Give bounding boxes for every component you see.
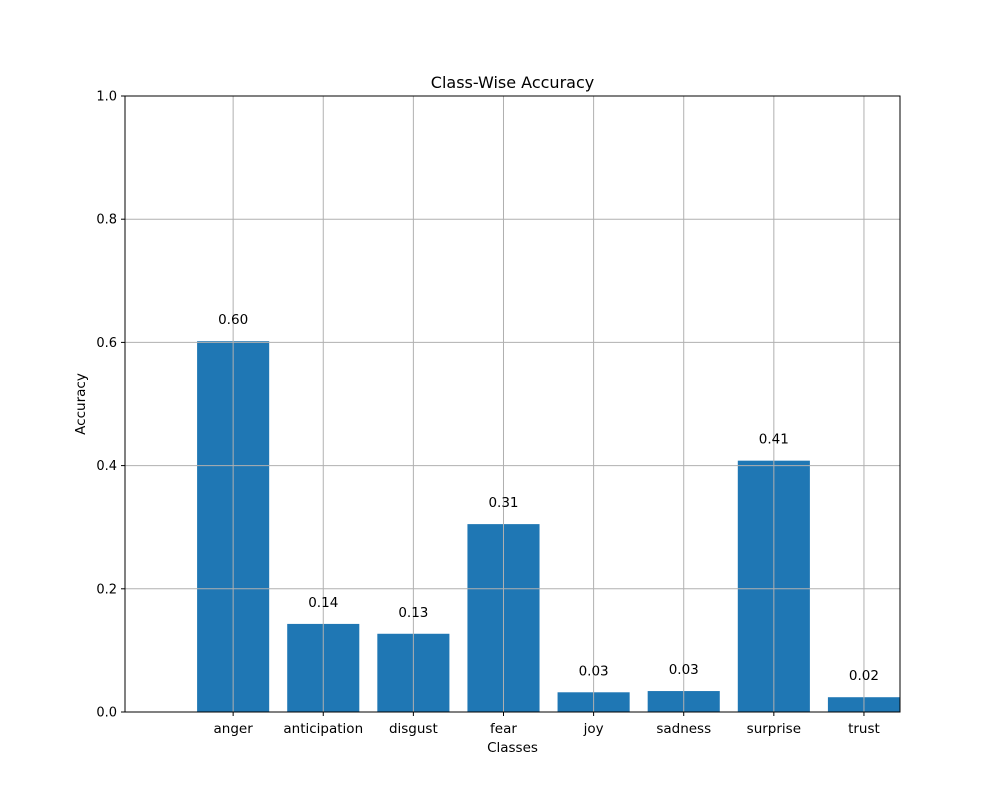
value-label-anger: 0.60 <box>218 312 248 328</box>
axis-layer: 0.0 0.2 0.4 0.6 0.8 1.0 anger anticipation disgu… <box>96 90 901 737</box>
x-tick-label-fear: fear <box>490 721 517 737</box>
value-label-fear: 0.31 <box>488 495 518 511</box>
value-label-disgust: 0.13 <box>398 605 428 621</box>
plot-frame <box>124 95 901 713</box>
bar-layer <box>197 341 900 712</box>
x-tick-label-anger: anger <box>214 721 254 737</box>
y-tick-label: 0.8 <box>96 213 117 228</box>
label-layer: 0.60 0.14 0.13 0.31 0.03 0.03 0.41 0.02 <box>218 312 879 684</box>
y-axis-label: Accuracy <box>73 373 89 435</box>
value-label-trust: 0.02 <box>849 668 879 684</box>
value-label-anticipation: 0.14 <box>308 595 338 611</box>
value-label-sadness: 0.03 <box>669 662 699 678</box>
x-tick-label-joy: joy <box>583 721 604 737</box>
x-tick-label-disgust: disgust <box>389 721 438 737</box>
y-tick-label: 0.0 <box>96 706 117 721</box>
y-tick-label: 0.2 <box>96 582 117 597</box>
chart-title: Class-Wise Accuracy <box>431 73 594 92</box>
y-tick-label: 0.6 <box>96 336 117 351</box>
y-tick-label: 0.4 <box>96 459 117 474</box>
value-label-surprise: 0.41 <box>759 432 789 448</box>
x-tick-label-anticipation: anticipation <box>283 721 363 737</box>
x-tick-label-sadness: sadness <box>656 721 711 737</box>
y-tick-label: 1.0 <box>96 90 117 105</box>
x-axis-label: Classes <box>487 740 538 756</box>
x-tick-label-trust: trust <box>848 721 880 737</box>
x-tick-label-surprise: surprise <box>747 721 801 737</box>
value-label-joy: 0.03 <box>579 663 609 679</box>
